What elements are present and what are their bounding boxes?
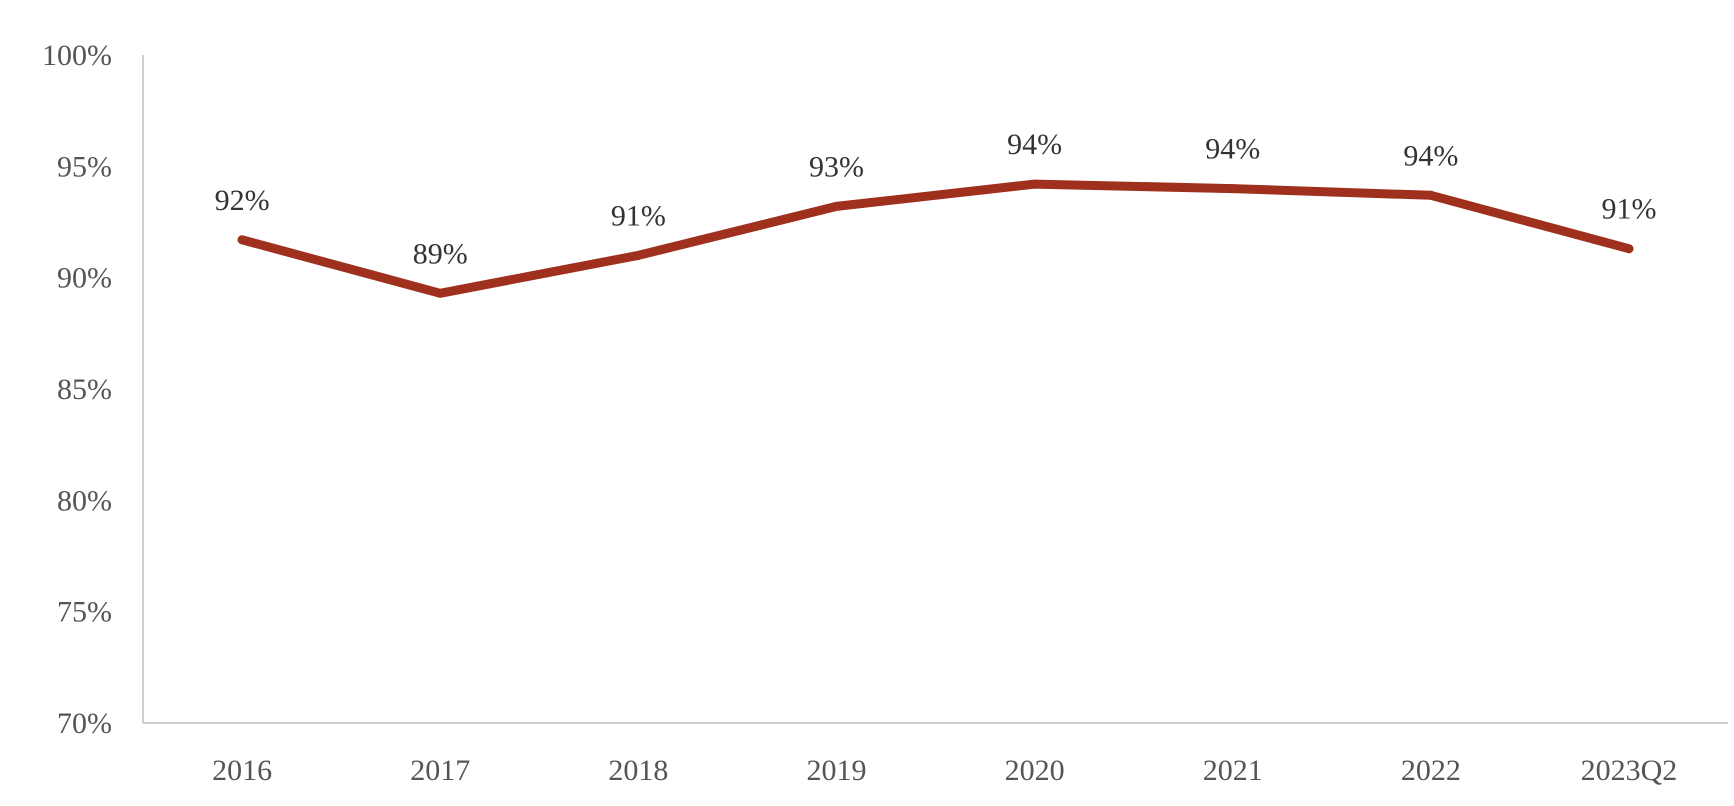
y-tick-label: 70%: [57, 707, 112, 740]
x-tick-label: 2022: [1401, 754, 1461, 787]
x-tick-label: 2017: [410, 754, 470, 787]
data-label: 91%: [611, 199, 666, 232]
y-tick-label: 100%: [42, 39, 112, 72]
data-label: 94%: [1205, 133, 1260, 166]
x-tick-label: 2020: [1005, 754, 1065, 787]
y-tick-label: 85%: [57, 373, 112, 406]
y-tick-label: 95%: [57, 150, 112, 183]
y-tick-label: 75%: [57, 596, 112, 629]
y-tick-labels: 70% 75% 80% 85% 90% 95% 100%: [42, 39, 112, 740]
series-line: [237, 179, 1634, 298]
data-label: 93%: [809, 150, 864, 183]
data-label: 94%: [1403, 139, 1458, 172]
data-point: [237, 235, 247, 245]
data-point: [1624, 244, 1634, 254]
x-tick-label: 2019: [806, 754, 866, 787]
data-point: [1426, 190, 1436, 200]
data-point: [435, 288, 445, 298]
data-label: 89%: [413, 237, 468, 270]
x-tick-label: 2023Q2: [1581, 754, 1678, 787]
data-labels: 92% 89% 91% 93% 94% 94% 94% 91%: [215, 128, 1656, 298]
x-tick-labels: 2016 2017 2018 2019 2020 2021 2022 2023Q2: [212, 754, 1677, 787]
x-tick-label: 2018: [608, 754, 668, 787]
data-label: 91%: [1601, 193, 1656, 226]
data-point: [1030, 179, 1040, 189]
data-label: 92%: [215, 184, 270, 217]
x-tick-label: 2016: [212, 754, 272, 787]
x-tick-label: 2021: [1203, 754, 1263, 787]
data-point: [1228, 184, 1238, 194]
data-point: [633, 250, 643, 260]
y-tick-label: 90%: [57, 262, 112, 295]
data-label: 94%: [1007, 128, 1062, 161]
data-point: [831, 201, 841, 211]
y-tick-label: 80%: [57, 484, 112, 517]
